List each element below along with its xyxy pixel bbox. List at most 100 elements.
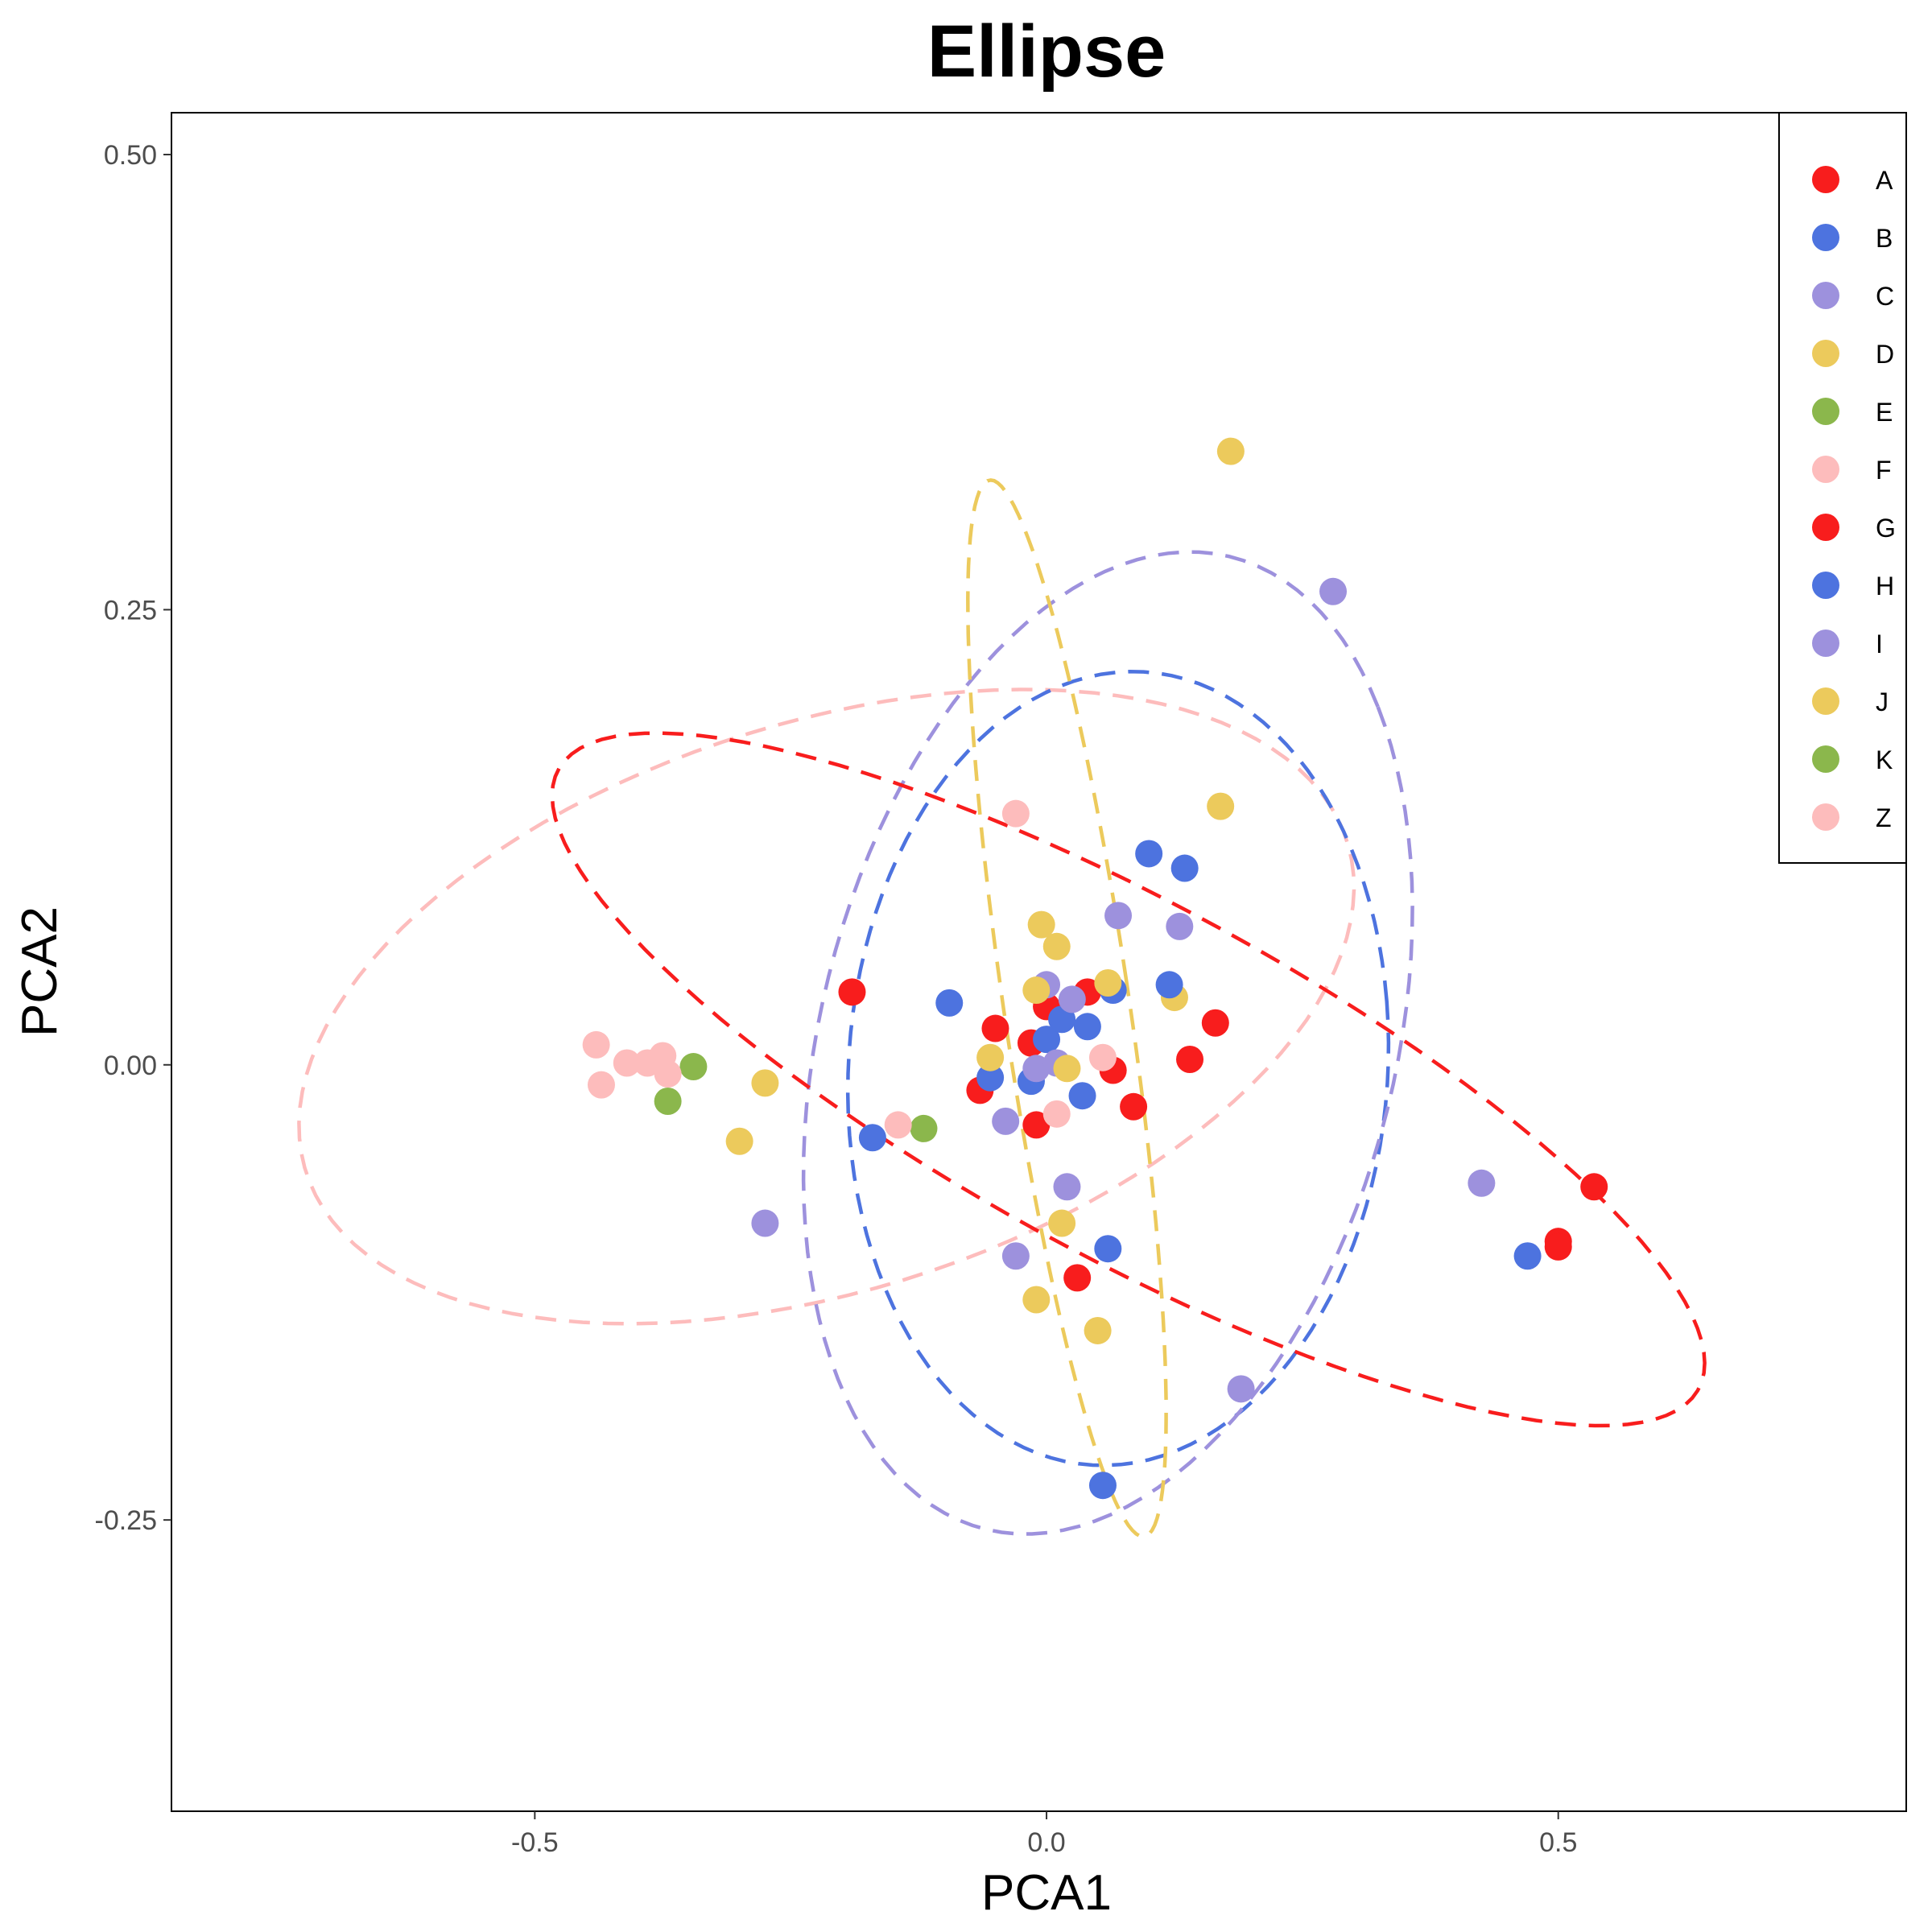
point-d	[976, 1043, 1005, 1071]
legend-label-h: H	[1876, 572, 1894, 601]
x-tick-label: 0.5	[1539, 1827, 1577, 1858]
confidence-ellipses	[297, 478, 1707, 1539]
legend-label-k: K	[1876, 745, 1893, 774]
legend-label-f: F	[1876, 456, 1892, 485]
point-e	[910, 1114, 938, 1142]
legend-key-h	[1812, 572, 1839, 599]
legend-label-c: C	[1876, 282, 1894, 311]
point-b	[935, 989, 964, 1017]
point-c	[1058, 985, 1086, 1013]
point-a	[981, 1014, 1009, 1042]
plot-panel	[171, 112, 1907, 1812]
point-b	[1033, 1026, 1061, 1054]
legend-key-b	[1812, 224, 1839, 251]
y-tick-label: 0.25	[104, 595, 157, 625]
point-d	[1048, 1209, 1076, 1237]
point-c	[1166, 912, 1194, 940]
point-d	[1084, 1316, 1112, 1344]
legend-label-j: J	[1876, 687, 1889, 716]
point-b	[1094, 1235, 1122, 1263]
point-f	[582, 1030, 610, 1059]
ellipse-z	[297, 687, 1356, 1326]
y-axis: 0.50 0.25 0.00 -0.25	[95, 140, 171, 1536]
point-h	[1135, 840, 1163, 868]
ellipse-j	[966, 478, 1168, 1539]
point-c	[751, 1209, 779, 1237]
y-axis-title: PCA2	[12, 906, 68, 1037]
point-h	[1155, 971, 1183, 999]
point-b	[976, 1063, 1005, 1092]
y-tick-label: -0.25	[95, 1505, 158, 1536]
ellipse-i	[801, 550, 1414, 1536]
point-c	[1001, 1242, 1030, 1270]
legend-key-a	[1812, 166, 1839, 193]
point-d	[1207, 792, 1235, 820]
legend-key-e	[1812, 398, 1839, 425]
point-f	[884, 1111, 912, 1139]
point-f	[1088, 1043, 1117, 1071]
point-b	[1073, 1013, 1101, 1041]
point-d	[1053, 1055, 1081, 1083]
legend-label-i: I	[1876, 630, 1883, 658]
point-d	[1022, 976, 1051, 1005]
point-d	[1042, 932, 1071, 960]
legend-label-g: G	[1876, 514, 1896, 543]
legend-label-a: A	[1876, 166, 1893, 195]
point-d	[751, 1069, 779, 1097]
point-c	[1022, 1055, 1051, 1083]
point-e	[679, 1053, 708, 1081]
point-g	[1580, 1173, 1608, 1201]
x-axis: -0.5 0.0 0.5	[511, 1811, 1577, 1858]
point-h	[1088, 1472, 1117, 1500]
point-d	[1094, 969, 1122, 997]
point-h	[1170, 854, 1199, 882]
legend-label-d: D	[1876, 340, 1894, 369]
legend-key-f	[1812, 456, 1839, 483]
point-i	[1319, 577, 1348, 605]
point-i	[1468, 1169, 1496, 1197]
point-c	[992, 1107, 1020, 1135]
point-j	[1216, 437, 1245, 465]
point-c	[1104, 902, 1133, 930]
point-a	[1176, 1045, 1204, 1073]
point-a	[1201, 1009, 1229, 1037]
point-b	[1068, 1082, 1096, 1110]
point-a	[838, 978, 866, 1006]
x-tick-label: -0.5	[511, 1827, 559, 1858]
point-f	[587, 1071, 615, 1099]
point-b	[858, 1124, 886, 1152]
x-axis-title: PCA1	[981, 1865, 1112, 1921]
data-points	[582, 437, 1608, 1500]
point-i	[1227, 1375, 1255, 1403]
point-a	[1120, 1092, 1148, 1121]
point-f	[1042, 1100, 1071, 1128]
legend-key-i	[1812, 630, 1839, 657]
point-d	[1022, 1286, 1051, 1314]
point-f	[654, 1060, 682, 1088]
legend-key-j	[1812, 687, 1839, 715]
point-f	[613, 1049, 641, 1077]
y-tick-label: 0.00	[104, 1051, 157, 1081]
chart-title: Ellipse	[927, 10, 1166, 93]
legend-label-e: E	[1876, 398, 1893, 427]
ellipse-h	[845, 670, 1391, 1468]
point-e	[654, 1088, 682, 1116]
ellipse-g	[550, 731, 1707, 1428]
point-a	[1063, 1264, 1092, 1292]
point-g	[1544, 1232, 1572, 1261]
panel-border	[171, 112, 1907, 1812]
legend-label-b: B	[1876, 224, 1893, 253]
point-h	[1513, 1242, 1542, 1270]
legend-key-g	[1812, 514, 1839, 541]
legend-key-z	[1812, 803, 1839, 831]
legend-key-k	[1812, 745, 1839, 773]
legend-key-d	[1812, 340, 1839, 367]
legend-key-c	[1812, 282, 1839, 309]
legend-label-z: Z	[1876, 803, 1892, 832]
point-c	[1053, 1173, 1081, 1201]
x-tick-label: 0.0	[1027, 1827, 1065, 1858]
point-a	[1022, 1111, 1051, 1139]
point-z	[1001, 799, 1030, 828]
point-d	[725, 1127, 753, 1155]
